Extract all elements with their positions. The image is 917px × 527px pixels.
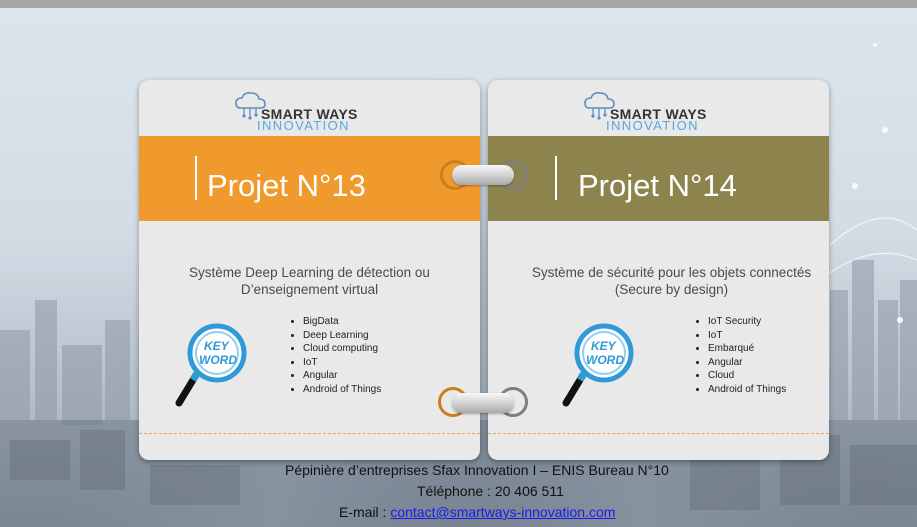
keyword-badge-bottom: WORD [199, 353, 237, 367]
description-line: (Secure by design) [614, 282, 729, 297]
list-item: IoT [303, 356, 381, 370]
list-item: Cloud computing [303, 342, 381, 356]
top-bar [0, 0, 917, 8]
project-title-band: Projet N°14 [488, 136, 829, 221]
keyword-badge-top: KEY [591, 339, 617, 353]
keyword-badge-top: KEY [204, 339, 230, 353]
list-item: Android of Things [708, 383, 786, 397]
phone-text: Téléphone : 20 406 511 [417, 483, 564, 499]
description-line: Système de sécurité pour les objets conn… [531, 265, 812, 280]
project-description: Système de sécurité pour les objets conn… [502, 264, 829, 298]
keyword-magnifier-icon: KEY WORD [175, 323, 247, 407]
project-card-13[interactable]: SMART WAYS INNOVATION Projet N°13 Systèm… [139, 80, 480, 460]
project-description: Système Deep Learning de détection ou D’… [139, 264, 480, 298]
cloud-circuit-icon [584, 92, 615, 120]
list-item: Android of Things [303, 383, 381, 397]
project-card-14[interactable]: SMART WAYS INNOVATION Projet N°14 Systèm… [488, 80, 829, 460]
list-item: Cloud [708, 369, 786, 383]
logo: SMART WAYS INNOVATION [488, 86, 829, 134]
logo-text-top: SMART WAYS [261, 106, 358, 122]
email-label: E-mail : [339, 504, 391, 520]
logo-text-top: SMART WAYS [610, 106, 707, 122]
email-link[interactable]: contact@smartways-innovation.com [390, 504, 616, 520]
project-title: Projet N°14 [578, 168, 737, 203]
project-title: Projet N°13 [207, 168, 366, 203]
dashed-divider [488, 433, 829, 434]
title-divider [195, 156, 197, 200]
keyword-badge-bottom: WORD [586, 353, 624, 367]
description-line: Système Deep Learning de détection ou [189, 265, 430, 280]
keyword-list: BigData Deep Learning Cloud computing Io… [289, 315, 381, 396]
logo-text-bottom: INNOVATION [257, 118, 350, 133]
keyword-magnifier-icon: KEY WORD [562, 323, 634, 407]
title-divider [555, 156, 557, 200]
list-item: IoT Security [708, 315, 786, 329]
cloud-circuit-icon [235, 92, 266, 120]
logo-text-bottom: INNOVATION [606, 118, 699, 133]
list-item: BigData [303, 315, 381, 329]
list-item: IoT [708, 329, 786, 343]
project-title-band: Projet N°13 [139, 136, 480, 221]
keyword-list: IoT Security IoT Embarqué Angular Cloud … [694, 315, 786, 396]
binder-pin-icon [452, 165, 514, 185]
binder-pin-icon [452, 393, 514, 413]
address-text: Pépinière d’entreprises Sfax Innovation … [285, 462, 669, 478]
list-item: Angular [303, 369, 381, 383]
description-line: D’enseignement virtual [240, 282, 379, 297]
list-item: Angular [708, 356, 786, 370]
email-line: E-mail : contact@smartways-innovation.co… [339, 502, 615, 523]
dashed-divider [139, 433, 480, 434]
logo: SMART WAYS INNOVATION [139, 86, 480, 134]
list-item: Deep Learning [303, 329, 381, 343]
list-item: Embarqué [708, 342, 786, 356]
